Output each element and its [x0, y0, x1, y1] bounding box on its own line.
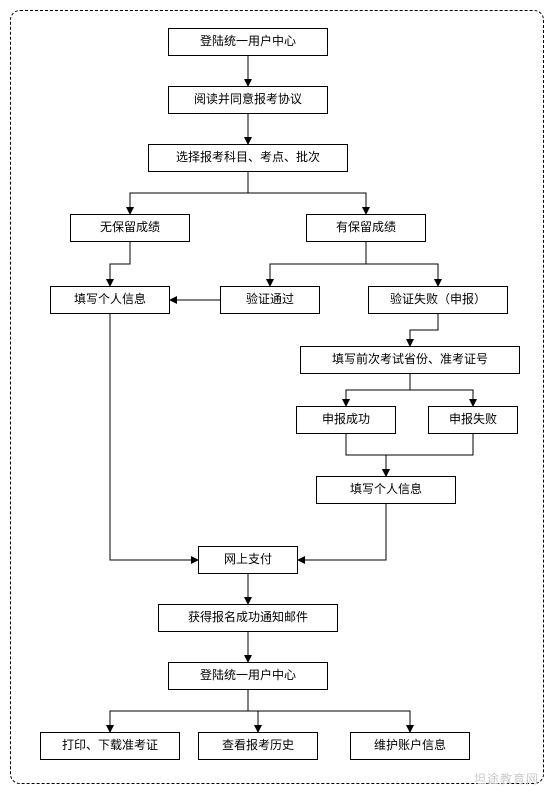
- flow-node-n1: 登陆统一用户中心: [168, 28, 328, 56]
- flow-node-n7: 验证通过: [220, 286, 320, 314]
- watermark: 坦途教育网: [474, 770, 539, 787]
- flow-node-n3: 选择报考科目、考点、批次: [148, 144, 348, 172]
- flow-node-n8: 验证失败（申报）: [368, 286, 508, 314]
- flow-node-n15: 登陆统一用户中心: [168, 662, 328, 690]
- flow-node-n12: 填写个人信息: [316, 476, 456, 504]
- flow-node-n18: 维护账户信息: [350, 732, 470, 760]
- flow-node-n4: 无保留成绩: [70, 214, 190, 242]
- flow-node-n10: 申报成功: [296, 406, 396, 434]
- flow-node-n9: 填写前次考试省份、准考证号: [300, 346, 520, 374]
- flow-node-n6: 填写个人信息: [50, 286, 170, 314]
- flow-node-n14: 获得报名成功通知邮件: [158, 604, 338, 632]
- flow-node-n17: 查看报考历史: [198, 732, 318, 760]
- flow-node-n16: 打印、下载准考证: [40, 732, 180, 760]
- flow-node-n2: 阅读并同意报考协议: [168, 86, 328, 114]
- flow-node-n11: 申报失败: [428, 406, 518, 434]
- flow-node-n13: 网上支付: [198, 546, 298, 574]
- flow-node-n5: 有保留成绩: [306, 214, 426, 242]
